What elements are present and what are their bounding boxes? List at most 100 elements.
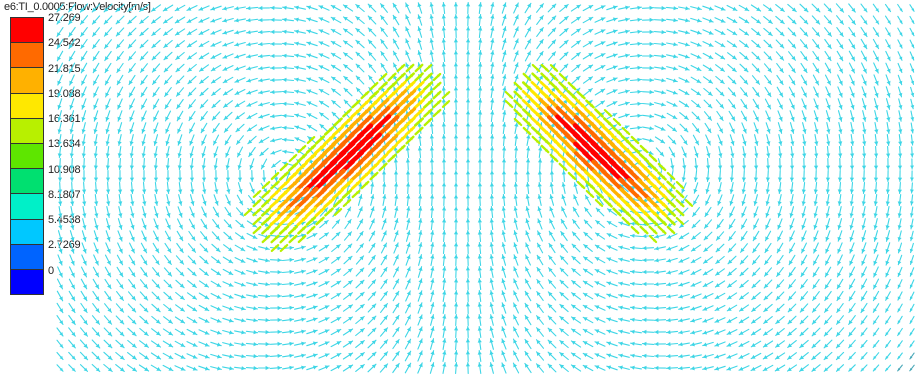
velocity-vector-head: [405, 15, 410, 20]
velocity-vector-head: [862, 80, 867, 86]
velocity-vector-head: [95, 343, 100, 348]
velocity-vector-head: [210, 18, 216, 23]
velocity-vector-head: [694, 140, 699, 145]
velocity-vector-head: [910, 68, 915, 73]
velocity-vector-head: [583, 269, 588, 273]
velocity-vector-head: [265, 330, 270, 335]
velocity-vector-head: [417, 134, 422, 139]
velocity-vector-head: [649, 17, 654, 22]
velocity-vector-head: [706, 153, 711, 158]
velocity-vector-head: [347, 171, 353, 176]
velocity-vector-head: [719, 103, 724, 109]
velocity-vector-head: [301, 281, 306, 286]
velocity-vector-head: [263, 188, 267, 193]
velocity-vector-head: [298, 170, 303, 175]
velocity-vector-head: [525, 351, 529, 356]
velocity-vector-head: [754, 128, 759, 134]
velocity-vector-head: [851, 32, 856, 37]
velocity-vector-head: [909, 237, 914, 241]
velocity-vector-head: [789, 260, 793, 265]
velocity-vector-head: [58, 225, 63, 230]
velocity-vector-head: [630, 281, 635, 286]
velocity-vector-head: [270, 65, 275, 71]
velocity-vector-head: [83, 308, 88, 313]
velocity-vector-head: [618, 365, 623, 370]
velocity-vector-head: [501, 290, 506, 296]
velocity-vector-head: [259, 139, 264, 143]
velocity-vector-head: [168, 319, 173, 324]
velocity-vector-head: [478, 86, 483, 91]
velocity-vector-head: [311, 171, 317, 176]
velocity-vector-head: [718, 165, 723, 170]
velocity-vector-head: [788, 272, 793, 277]
velocity-vector-head: [277, 281, 282, 287]
velocity-vector-head: [82, 189, 87, 194]
velocity-vector-head: [141, 177, 147, 182]
velocity-vector-head: [726, 366, 732, 371]
velocity-vector-head: [131, 343, 137, 348]
velocity-vector-head: [229, 342, 234, 347]
velocity-vector-head: [289, 257, 294, 262]
legend-swatch: [11, 194, 43, 220]
velocity-vector-head: [179, 259, 184, 265]
velocity-vector-head: [538, 158, 543, 163]
velocity-vector-head: [417, 38, 422, 43]
velocity-vector-head: [618, 209, 624, 214]
velocity-vector-head: [838, 80, 843, 85]
velocity-vector-head: [282, 89, 287, 94]
velocity-vector-head: [764, 271, 769, 277]
velocity-vector-head: [441, 134, 446, 139]
velocity-vector-head: [755, 104, 759, 109]
velocity-vector-head: [661, 42, 666, 47]
velocity-vector-head: [400, 65, 405, 69]
velocity-vector-head: [93, 104, 98, 110]
velocity-vector-head: [199, 79, 204, 84]
velocity-vector-head: [695, 128, 700, 133]
velocity-vector-head: [312, 341, 318, 346]
velocity-vector-head: [825, 260, 830, 265]
velocity-vector-head: [527, 27, 531, 32]
velocity-vector-head: [800, 319, 805, 324]
velocity-vector-head: [338, 170, 344, 176]
velocity-vector-head: [282, 5, 287, 10]
velocity-vector-head: [751, 319, 756, 324]
velocity-vector-head: [850, 129, 855, 134]
velocity-vector-head: [92, 7, 97, 12]
velocity-vector-head: [666, 294, 671, 299]
velocity-vector-head: [862, 153, 867, 158]
velocity-vector-head: [199, 55, 204, 59]
velocity-vector-head: [417, 50, 422, 55]
velocity-vector-head: [561, 219, 565, 224]
velocity-vector-head: [168, 331, 173, 336]
velocity-vector-head: [588, 17, 593, 21]
velocity-vector-head: [850, 117, 855, 122]
velocity-vector-head: [319, 29, 324, 34]
velocity-vector-head: [187, 18, 192, 23]
velocity-vector-head: [702, 318, 708, 323]
velocity-vector-head: [274, 245, 279, 249]
velocity-vector-head: [394, 182, 399, 187]
velocity-vector-head: [885, 165, 891, 170]
velocity-vector-head: [301, 269, 306, 274]
velocity-vector-head: [649, 53, 654, 59]
velocity-vector-head: [800, 284, 805, 289]
velocity-vector-head: [265, 365, 270, 371]
velocity-vector-head: [70, 201, 75, 206]
velocity-vector-head: [502, 122, 507, 127]
velocity-vector-head: [742, 141, 747, 146]
velocity-vector-head: [563, 16, 569, 21]
velocity-vector-head: [395, 339, 400, 344]
velocity-vector-head: [685, 42, 690, 47]
velocity-vector-head: [418, 218, 423, 223]
velocity-vector-head: [801, 248, 806, 253]
velocity-vector-head: [824, 355, 829, 360]
velocity-vector-head: [321, 170, 326, 176]
velocity-vector-head: [418, 242, 423, 247]
velocity-vector-head: [572, 219, 577, 224]
velocity-vector-head: [383, 255, 387, 260]
velocity-vector-head: [702, 330, 708, 335]
velocity-vector-head: [691, 247, 696, 252]
velocity-vector-head: [743, 67, 748, 72]
velocity-vector-head: [189, 140, 194, 146]
velocity-vector-head: [874, 153, 879, 158]
